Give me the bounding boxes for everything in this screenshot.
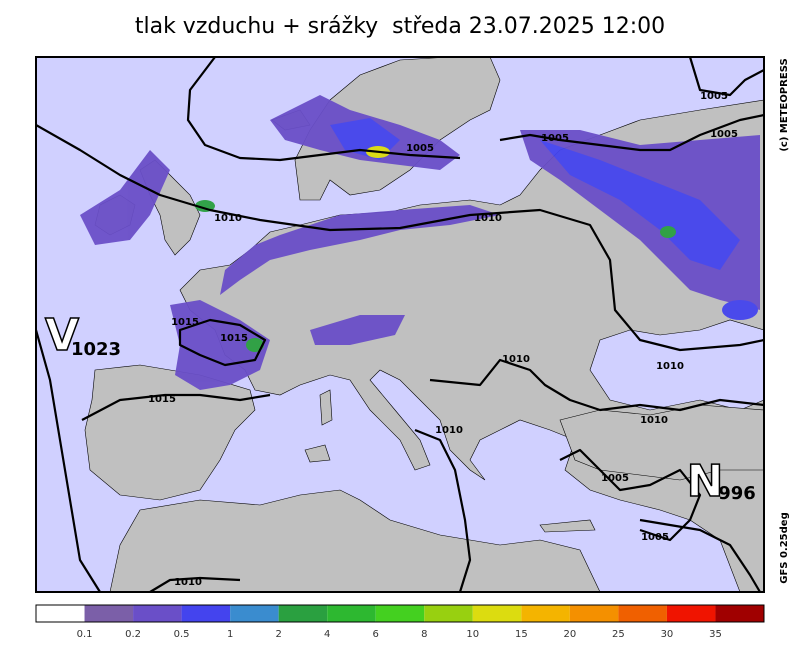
isobar-label: 1010 xyxy=(435,425,463,436)
isobars xyxy=(34,56,765,593)
colorbar-swatch xyxy=(84,605,134,622)
isobar-label: 1010 xyxy=(502,354,530,365)
colorbar-swatch xyxy=(666,605,716,622)
credit: (c) METEOPRESS xyxy=(779,58,790,151)
isobar-label: 1005 xyxy=(406,143,434,154)
isobar-label: 1015 xyxy=(220,333,248,344)
colorbar-label: 10 xyxy=(466,629,479,640)
isobar-labels: 1010 1005 1010 1005 1005 1005 1015 1015 … xyxy=(148,91,738,588)
isobar-label: 1005 xyxy=(601,473,629,484)
colorbar-label: 0.1 xyxy=(77,629,93,640)
colorbar-swatch xyxy=(618,605,667,622)
isobar-label: 1010 xyxy=(640,415,668,426)
colorbar-label: 30 xyxy=(661,629,674,640)
colorbar: 0.1 0.2 0.5 1 2 4 6 8 10 15 20 25 30 35 xyxy=(35,604,765,640)
colorbar-label: 0.2 xyxy=(125,629,141,640)
isobar-label: 1010 xyxy=(174,577,202,588)
colorbar-swatch xyxy=(715,605,764,622)
africa xyxy=(109,489,601,593)
precipitation xyxy=(80,95,760,390)
isobar-label: 1015 xyxy=(148,394,176,405)
isobar-label: 1005 xyxy=(710,129,738,140)
colorbar-label: 0.5 xyxy=(174,629,190,640)
map: 1010 1005 1010 1005 1005 1005 1015 1015 … xyxy=(34,56,765,593)
colorbar-label: 1 xyxy=(227,629,233,640)
colorbar-swatch xyxy=(521,605,570,622)
center-pressure: 1023 xyxy=(71,339,121,360)
colorbar-swatch xyxy=(230,605,279,622)
colorbar-swatch xyxy=(327,605,376,622)
isobar-label: 1005 xyxy=(700,91,728,102)
colorbar-swatch xyxy=(375,605,425,622)
isobar-label: 1010 xyxy=(474,213,502,224)
colorbar-swatch xyxy=(472,605,522,622)
colorbar-label: 25 xyxy=(612,629,625,640)
colorbar-label: 15 xyxy=(515,629,528,640)
anatolia xyxy=(559,404,765,481)
colorbar-frame xyxy=(35,604,765,623)
colorbar-label: 35 xyxy=(709,629,722,640)
colorbar-label: 2 xyxy=(275,629,281,640)
isobar-label: 1015 xyxy=(171,317,199,328)
credit: GFS 0.25deg xyxy=(779,512,790,584)
colorbar-label: 20 xyxy=(563,629,576,640)
center-letter: N xyxy=(687,456,724,507)
center-letter: V xyxy=(45,310,79,361)
isobar-label: 1010 xyxy=(214,213,242,224)
colorbar-label: 8 xyxy=(421,629,427,640)
colorbar-swatch xyxy=(36,605,85,622)
isobar-label: 1010 xyxy=(656,361,684,372)
center-pressure: 996 xyxy=(718,483,756,504)
islands xyxy=(271,109,596,533)
colorbar-swatch xyxy=(569,605,619,622)
pressure-centers: V 1023 N 996 xyxy=(44,309,756,508)
title: tlak vzduchu + srážky středa 23.07.2025 … xyxy=(135,14,665,39)
colorbar-label: 4 xyxy=(324,629,330,640)
colorbar-swatch xyxy=(133,605,182,622)
isobar-label: 1005 xyxy=(641,532,669,543)
colorbar-swatch xyxy=(278,605,328,622)
colorbar-swatch xyxy=(181,605,231,622)
colorbar-label: 6 xyxy=(373,629,379,640)
colorbar-swatch xyxy=(424,605,473,622)
map-frame xyxy=(35,56,765,593)
isobar-label: 1005 xyxy=(541,133,569,144)
